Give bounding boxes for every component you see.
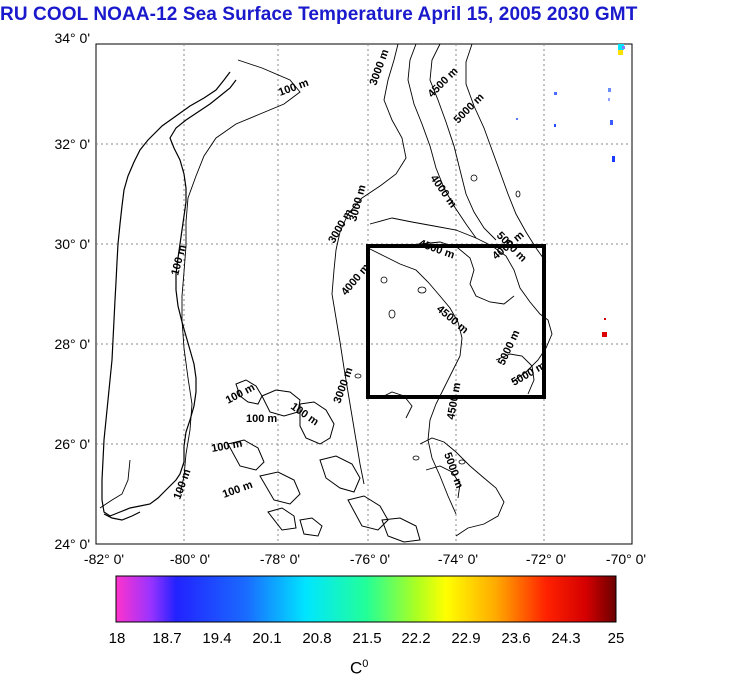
colorbar-tick: 20.1 — [252, 630, 282, 647]
colorbar-tick: 22.2 — [401, 630, 431, 647]
colorbar-tick: 21.5 — [352, 630, 382, 647]
unit-sup: 0 — [362, 658, 369, 670]
lon-label: -70° 0' — [606, 551, 646, 567]
contour-label: 100 m — [210, 438, 243, 455]
unit-base: C — [350, 658, 363, 678]
contour-label: 100 m — [246, 413, 277, 425]
lat-label: 30° 0' — [54, 236, 90, 252]
colorbar-tick: 23.6 — [501, 630, 531, 647]
lat-label: 26° 0' — [54, 436, 90, 452]
colorbar-tick: 22.9 — [451, 630, 481, 647]
colorbar — [115, 575, 617, 623]
colorbar-tick: 18 — [108, 630, 126, 647]
keys-coastline — [103, 511, 141, 521]
lon-label: -80° 0' — [170, 551, 210, 567]
lon-label: -72° 0' — [526, 551, 566, 567]
contour-100m-florida — [179, 59, 301, 495]
bahamas-islands — [227, 379, 421, 543]
colorbar-tick: 25 — [607, 630, 625, 647]
lon-label: -82° 0' — [84, 551, 124, 567]
contour-100m-gulf — [99, 459, 131, 509]
lat-axis-labels: 34° 0' 32° 0' 30° 0' 28° 0' 26° 0' 24° 0… — [54, 30, 90, 552]
colorbar-tick: 19.4 — [202, 630, 232, 647]
lat-label: 24° 0' — [54, 536, 90, 552]
lon-axis-labels: -82° 0' -80° 0' -78° 0' -76° 0' -74° 0' … — [84, 551, 646, 567]
colorbar-tick: 24.3 — [551, 630, 581, 647]
colorbar-unit: C0 — [350, 658, 368, 679]
lon-label: -78° 0' — [260, 551, 300, 567]
seamount-contours — [354, 174, 521, 465]
lon-label: -76° 0' — [350, 551, 390, 567]
lat-label: 28° 0' — [54, 336, 90, 352]
colorbar-tick: 18.7 — [152, 630, 182, 647]
florida-coastline — [101, 71, 237, 517]
lat-label: 32° 0' — [54, 136, 90, 152]
map-title: RU COOL NOAA-12 Sea Surface Temperature … — [0, 4, 638, 25]
lat-label: 34° 0' — [54, 30, 90, 46]
lon-label: -74° 0' — [438, 551, 478, 567]
colorbar-tick: 20.8 — [302, 630, 332, 647]
study-region-box — [366, 244, 546, 399]
sst-data-pixels — [516, 44, 625, 337]
